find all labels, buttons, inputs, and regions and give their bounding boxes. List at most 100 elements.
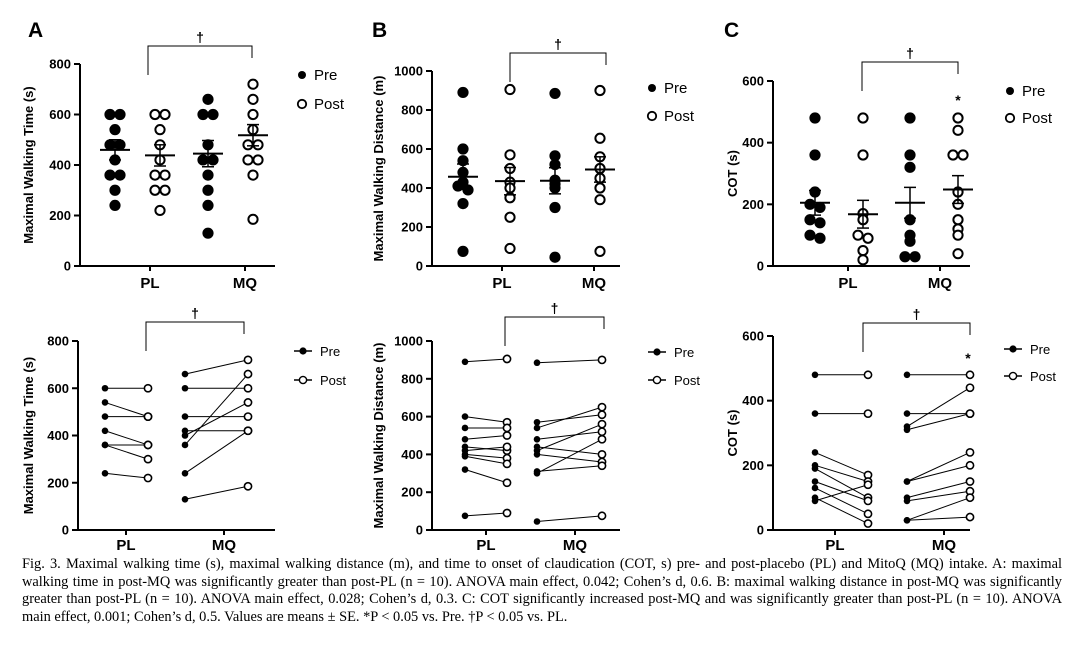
y-tick-label: 0 — [416, 259, 423, 274]
pre-data-point — [904, 149, 916, 161]
legend-post-marker — [298, 375, 308, 385]
post-data-point — [597, 434, 607, 444]
subject-line — [104, 401, 149, 418]
subject-line — [906, 516, 971, 521]
post-data-point — [247, 78, 259, 90]
legend-pre-marker — [1009, 345, 1017, 353]
subject-line — [906, 490, 971, 502]
subject-line — [906, 413, 971, 431]
pre-data-point — [181, 370, 189, 378]
pre-data-point — [114, 169, 126, 181]
subject-line — [536, 515, 603, 522]
legend-post-label: Post — [664, 108, 695, 125]
post-data-point — [863, 370, 873, 380]
subject-line — [536, 406, 603, 429]
post-data-point — [242, 139, 254, 151]
y-axis-label: Maximal Walking Distance (m) — [371, 343, 386, 529]
y-tick-label: 400 — [742, 393, 764, 408]
post-data-point — [594, 182, 606, 194]
legend-pre-marker — [648, 84, 656, 92]
pre-data-point — [533, 470, 541, 477]
y-tick-label: 200 — [401, 485, 423, 500]
legend-post-label: Post — [674, 373, 700, 388]
post-data-point — [252, 154, 264, 166]
subject-line — [536, 446, 603, 455]
subject-line — [536, 414, 603, 423]
panel-a: 0 200 400 600 800 PL MQ Maximal Walking Time (s… — [21, 19, 345, 292]
legend-pre-marker — [298, 71, 306, 79]
pre-data-point — [549, 201, 561, 214]
post-data-point — [863, 480, 873, 490]
subject-line — [906, 481, 971, 499]
subject-line — [464, 455, 508, 465]
y-axis-label: Maximal Walking Time (s) — [21, 86, 36, 244]
x-category-label: MQ — [582, 275, 606, 292]
post-data-point — [502, 442, 512, 452]
y-tick-label: 200 — [47, 475, 69, 490]
post-data-point — [965, 477, 975, 486]
subject-line — [184, 359, 249, 375]
panel-b: 0 200 400 600 800 1000 PL MQ Maximal Walking Dis… — [371, 19, 695, 292]
panel-c-paired: 0 200 400 600 PL MQ COT (s) † Pre Post * — [725, 306, 1056, 554]
subject-line — [814, 468, 869, 499]
legend-post-marker — [1008, 371, 1018, 381]
x-category-label: MQ — [233, 275, 257, 292]
significance-bracket — [147, 45, 253, 75]
pre-data-point — [101, 470, 109, 477]
significance-dagger: † — [554, 36, 562, 52]
post-data-point — [952, 248, 964, 260]
post-data-point — [502, 459, 512, 469]
pre-data-point — [533, 518, 541, 525]
pre-data-point — [533, 418, 541, 426]
pre-data-point — [549, 251, 561, 263]
post-data-point — [243, 412, 253, 421]
x-category-label: MQ — [928, 275, 952, 292]
legend-post-marker — [1004, 112, 1016, 124]
post-data-point — [863, 496, 873, 506]
legend-pre-marker — [653, 348, 661, 356]
legend-post-label: Post — [1022, 110, 1053, 127]
post-data-point — [965, 409, 975, 418]
legend-post-label: Post — [1030, 369, 1056, 384]
pre-data-point — [811, 484, 819, 492]
y-tick-label: 800 — [401, 103, 423, 118]
y-tick-label: 600 — [742, 329, 764, 344]
y-tick-label: 200 — [742, 458, 764, 473]
post-data-point — [504, 83, 516, 96]
pre-data-point — [114, 108, 126, 121]
pre-data-point — [202, 227, 214, 239]
subject-line — [184, 430, 249, 474]
pre-data-point — [904, 112, 916, 124]
subject-line — [536, 438, 603, 474]
subject-line — [536, 465, 603, 472]
x-category-label: MQ — [932, 537, 956, 554]
post-data-point — [952, 214, 964, 226]
y-tick-label: 600 — [401, 409, 423, 424]
y-tick-label: 1000 — [394, 334, 423, 349]
pre-data-point — [101, 441, 109, 449]
pre-data-point — [457, 245, 469, 257]
post-data-point — [143, 473, 153, 483]
post-data-point — [597, 419, 607, 429]
pre-data-point — [202, 169, 214, 181]
post-data-point — [857, 112, 869, 124]
pre-data-point — [814, 232, 826, 244]
x-category-label: PL — [825, 537, 844, 554]
post-data-point — [243, 398, 253, 407]
pre-data-point — [109, 184, 121, 196]
subject-line — [464, 416, 508, 423]
post-data-point — [502, 354, 512, 364]
x-category-label: MQ — [563, 537, 587, 554]
post-data-point — [857, 149, 869, 161]
y-axis-label: COT (s) — [725, 410, 740, 457]
subject-line — [184, 373, 249, 446]
subject-line — [536, 423, 603, 452]
subject-line — [184, 485, 249, 500]
y-axis-label: Maximal Walking Distance (m) — [371, 76, 386, 262]
pre-data-point — [101, 399, 109, 406]
pre-data-point — [811, 371, 819, 379]
significance-star: * — [955, 92, 961, 108]
pre-data-point — [461, 413, 469, 420]
y-tick-label: 400 — [742, 135, 764, 150]
subject-line — [814, 484, 869, 502]
